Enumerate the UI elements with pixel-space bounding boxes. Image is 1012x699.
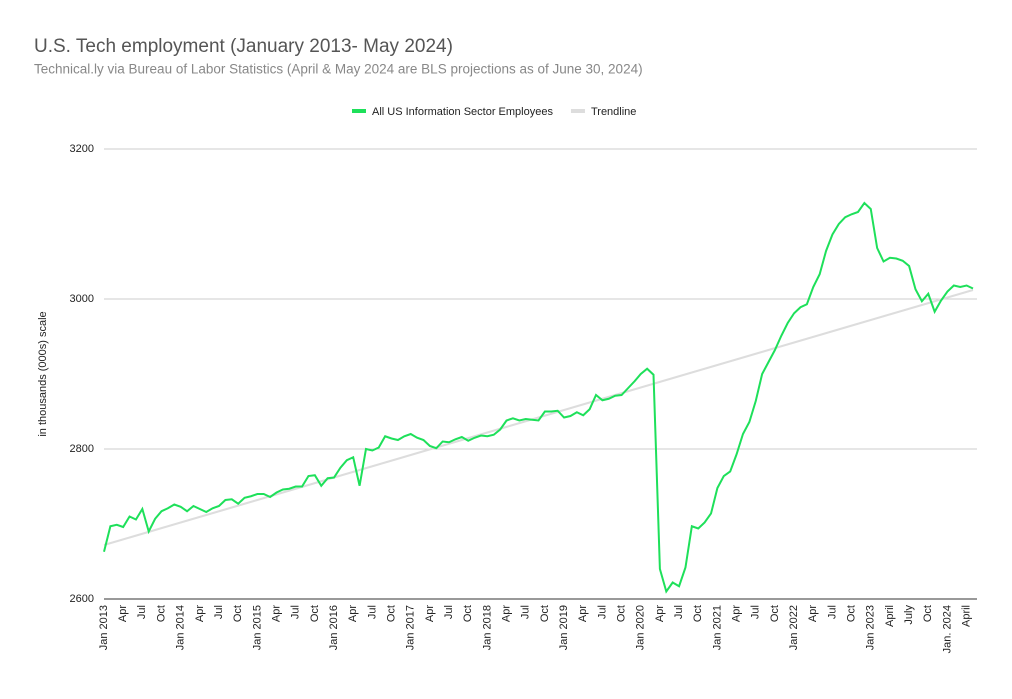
x-tick-label: Apr [577, 605, 589, 622]
x-tick-label: Apr [500, 605, 512, 622]
x-tick-label: Oct [462, 605, 474, 622]
x-tick-label: Oct [615, 605, 627, 622]
x-tick-label: Jul [290, 605, 302, 619]
x-tick-label: April [961, 605, 973, 627]
y-axis-title: in thousands (000s) scale [37, 311, 49, 436]
x-tick-label: Oct [922, 605, 934, 622]
legend: All US Information Sector Employees Trend… [352, 106, 636, 118]
series-line [103, 201, 974, 594]
x-tick-label: Oct [385, 605, 397, 622]
x-tick-label: Jul [520, 605, 532, 619]
x-tick-label: Apr [347, 605, 359, 622]
x-tick-label: Oct [769, 605, 781, 622]
x-tick-label: Jan 2017 [405, 605, 417, 650]
x-tick-label: Jan 2019 [558, 605, 570, 650]
chart-subtitle: Technical.ly via Bureau of Labor Statist… [34, 62, 643, 77]
x-tick-label: Apr [117, 605, 129, 622]
x-tick-label: Jan 2014 [175, 605, 187, 650]
y-tick-label: 2800 [70, 443, 94, 455]
x-tick-label: Jan 2022 [788, 605, 800, 650]
x-tick-label: Jan 2013 [98, 605, 110, 650]
y-tick-label: 2600 [70, 593, 94, 605]
x-tick-label: Jul [366, 605, 378, 619]
x-tick-label: Apr [730, 605, 742, 622]
x-tick-label: Jan. 2024 [941, 605, 953, 653]
x-tick-label: Apr [807, 605, 819, 622]
legend-label: Trendline [591, 106, 636, 118]
x-tick-label: Jul [443, 605, 455, 619]
x-tick-label: Jul [826, 605, 838, 619]
x-tick-label: Apr [654, 605, 666, 622]
x-tick-label: Oct [539, 605, 551, 622]
x-tick-label: Jan 2020 [635, 605, 647, 650]
x-tick-label: Oct [309, 605, 321, 622]
x-tick-label: Jan 2016 [328, 605, 340, 650]
x-tick-label: Jul [750, 605, 762, 619]
x-tick-label: Jan 2021 [711, 605, 723, 650]
x-tick-label: Apr [194, 605, 206, 622]
x-tick-label: Jul [213, 605, 225, 619]
x-tick-label: Jul [136, 605, 148, 619]
x-tick-label: Oct [692, 605, 704, 622]
x-tick-label: Apr [424, 605, 436, 622]
y-tick-label: 3200 [70, 143, 94, 155]
x-tick-label: Oct [155, 605, 167, 622]
x-tick-label: Jan 2015 [251, 605, 263, 650]
legend-swatch [352, 109, 366, 113]
legend-label: All US Information Sector Employees [372, 106, 553, 118]
x-tick-label: Jul [673, 605, 685, 619]
x-tick-label: Jan 2023 [865, 605, 877, 650]
x-tick-label: Jan 2018 [481, 605, 493, 650]
x-tick-label: April [884, 605, 896, 627]
x-tick-label: Jul [596, 605, 608, 619]
y-tick-label: 3000 [70, 293, 94, 305]
x-tick-label: Apr [270, 605, 282, 622]
x-tick-label: July [903, 605, 915, 625]
legend-swatch [570, 109, 585, 113]
series-line [103, 289, 974, 546]
chart-title: U.S. Tech employment (January 2013- May … [34, 36, 453, 57]
x-tick-label: Oct [846, 605, 858, 622]
x-tick-label: Oct [232, 605, 244, 622]
